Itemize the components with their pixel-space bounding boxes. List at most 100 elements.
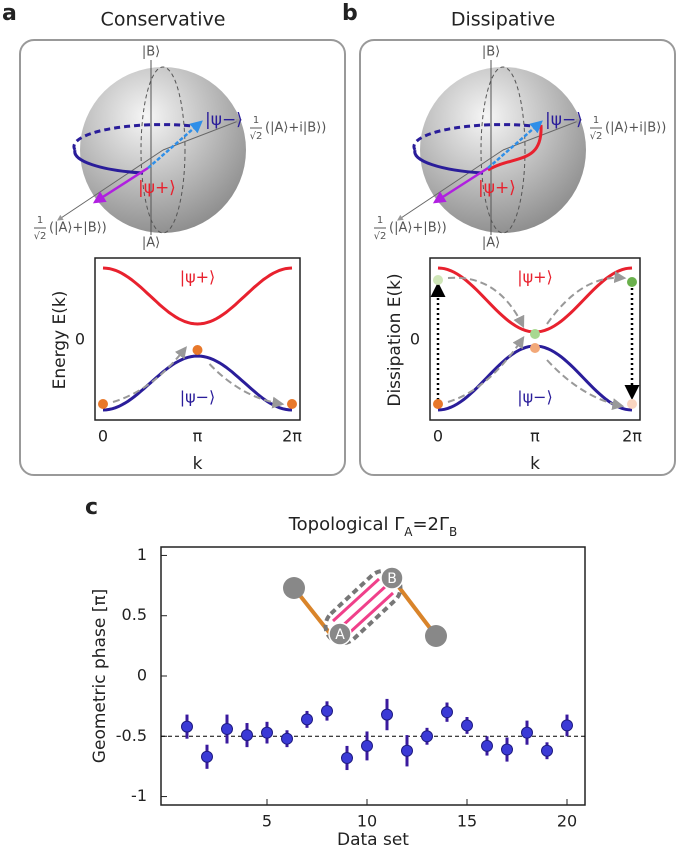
panels: a Conservative|B⟩|A⟩|ψ−⟩|ψ+⟩1√2(|A⟩+i|B⟩)… xyxy=(2,1,676,476)
upper-band-label: |ψ+⟩ xyxy=(180,268,216,287)
data-point xyxy=(421,730,433,743)
adiabatic-path xyxy=(546,271,627,325)
coupling xyxy=(345,591,395,637)
site-label: B xyxy=(387,571,397,587)
axis-x xyxy=(397,149,504,221)
trajectory xyxy=(487,124,543,172)
data-point xyxy=(281,732,293,745)
coupling xyxy=(338,584,388,630)
x-tick-label: 15 xyxy=(457,812,477,831)
x-tick-label: 0 xyxy=(98,427,108,446)
panel-label: c xyxy=(85,495,98,520)
state-dot xyxy=(530,343,540,353)
adiabatic-path xyxy=(112,346,187,403)
state-label: (|A⟩+i|B⟩) xyxy=(605,121,666,136)
y-tick-label: 0 xyxy=(75,330,85,349)
state-dot xyxy=(433,399,443,409)
data-point xyxy=(301,713,313,726)
data-point xyxy=(561,719,573,732)
data-point xyxy=(441,706,453,719)
psi-minus: |ψ−⟩ xyxy=(205,110,243,130)
data-point xyxy=(181,720,193,733)
title-part: A xyxy=(404,525,413,539)
state-dot xyxy=(287,399,297,409)
x-axis-label: k xyxy=(530,454,540,474)
panel-title: Conservative xyxy=(101,9,226,31)
data-point xyxy=(321,704,333,717)
data-point xyxy=(201,750,213,763)
upper-band xyxy=(102,266,293,326)
panel-b: b Dissipative|B⟩|A⟩|ψ−⟩|ψ+⟩1√2(|A⟩+i|B⟩)1… xyxy=(342,1,676,476)
y-axis-label: Energy E(k) xyxy=(50,291,70,390)
fraction-num: 1 xyxy=(37,215,43,226)
state-dot xyxy=(433,275,443,285)
south-label: |A⟩ xyxy=(142,236,160,251)
x-tick-label: 5 xyxy=(262,812,272,831)
x-tick-label: 20 xyxy=(557,812,577,831)
fraction-num: 1 xyxy=(253,115,259,126)
panel-label: b xyxy=(342,1,358,26)
data-point xyxy=(241,729,253,742)
psi-minus: |ψ−⟩ xyxy=(545,110,583,130)
site xyxy=(425,625,447,647)
north-label: |B⟩ xyxy=(482,45,500,60)
y-axis-label: Geometric phase [π] xyxy=(90,589,110,763)
panel-title: Dissipative xyxy=(451,9,555,31)
title-part: B xyxy=(449,525,457,539)
site xyxy=(380,566,404,590)
data-point xyxy=(261,726,273,739)
x-tick-label: π xyxy=(530,427,540,446)
meridian xyxy=(480,66,526,234)
lower-band-label: |ψ−⟩ xyxy=(517,388,553,407)
title-part: Topological Γ xyxy=(288,514,405,535)
data-point xyxy=(501,743,513,756)
x-tick-label: 2π xyxy=(622,427,642,446)
fraction-num: 1 xyxy=(377,215,383,226)
equator-back xyxy=(72,123,194,151)
axis-x xyxy=(57,149,164,221)
equator-front xyxy=(73,149,144,175)
band-frame xyxy=(94,257,301,421)
x-axis-label: k xyxy=(193,454,203,474)
y-axis-label: Dissipation E(k) xyxy=(385,273,405,406)
data-point xyxy=(481,739,493,752)
meridian xyxy=(140,66,186,234)
coupling xyxy=(331,577,381,623)
panel-a: a Conservative|B⟩|A⟩|ψ−⟩|ψ+⟩1√2(|A⟩+i|B⟩)… xyxy=(2,1,346,476)
fraction-den: √2 xyxy=(374,231,387,242)
panel-frame xyxy=(19,39,346,476)
psi-plus: |ψ+⟩ xyxy=(478,178,516,198)
fraction-den: √2 xyxy=(34,231,47,242)
fraction-den: √2 xyxy=(250,131,263,142)
data-point xyxy=(221,723,233,736)
data-point xyxy=(341,751,353,764)
equator-front xyxy=(413,149,484,175)
x-tick-label: 10 xyxy=(357,812,377,831)
state-dot xyxy=(627,277,637,287)
site xyxy=(283,577,305,599)
data-point xyxy=(521,726,533,739)
lower-band-label: |ψ−⟩ xyxy=(180,388,216,407)
adiabatic-path xyxy=(546,359,625,410)
fraction-den: √2 xyxy=(590,131,603,142)
y-tick-label: -1 xyxy=(131,786,147,805)
title-part: =2Γ xyxy=(412,514,449,535)
y-tick-label: 0.5 xyxy=(122,605,147,624)
upper-band-label: |ψ+⟩ xyxy=(517,268,553,287)
equator-back xyxy=(412,123,534,151)
state-dot xyxy=(530,329,540,339)
x-tick-label: 0 xyxy=(433,427,443,446)
data-point xyxy=(381,708,393,721)
state-label: (|A⟩+|B⟩) xyxy=(49,221,107,236)
x-tick-label: 2π xyxy=(282,427,302,446)
state-label: (|A⟩+i|B⟩) xyxy=(265,121,326,136)
north-label: |B⟩ xyxy=(142,45,160,60)
state-dot xyxy=(627,399,637,409)
psi-plus: |ψ+⟩ xyxy=(138,178,176,198)
psi-plus-vector xyxy=(92,166,149,204)
site-label: A xyxy=(335,627,345,643)
south-label: |A⟩ xyxy=(482,236,500,251)
data-point xyxy=(461,719,473,732)
y-tick-label: 0 xyxy=(137,666,147,685)
